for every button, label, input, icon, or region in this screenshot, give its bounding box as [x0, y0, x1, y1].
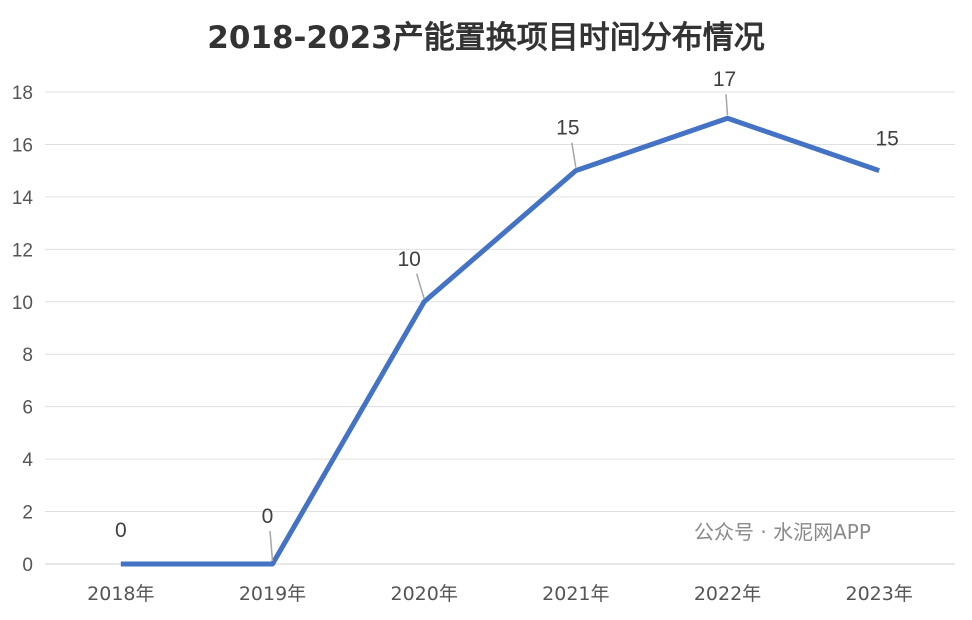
- watermark: 公众号 · 水泥网APP: [690, 520, 875, 544]
- x-tick-label: 2021年: [542, 583, 609, 605]
- y-tick-label: 14: [12, 188, 34, 209]
- leader-line: [415, 273, 425, 299]
- leader-line: [725, 94, 729, 116]
- data-label: 0: [262, 505, 274, 528]
- x-tick-label: 2023年: [845, 583, 912, 605]
- leader-line: [269, 530, 274, 562]
- x-tick-label: 2022年: [694, 583, 761, 605]
- data-label: 15: [875, 128, 898, 151]
- y-tick-label: 10: [12, 293, 33, 314]
- leader-line: [571, 142, 577, 168]
- data-label: 10: [397, 248, 420, 271]
- y-tick-label: 2: [22, 503, 33, 524]
- y-tick-label: 18: [12, 83, 33, 104]
- x-tick-label: 2018年: [87, 583, 154, 605]
- series-line: [120, 115, 880, 567]
- y-tick-label: 6: [22, 398, 33, 419]
- chart-title: 2018-2023产能置换项目时间分布情况: [207, 20, 765, 56]
- y-tick-label: 8: [22, 345, 33, 366]
- y-tick-label: 0: [22, 555, 33, 576]
- data-label: 0: [115, 519, 127, 542]
- y-tick-label: 16: [12, 135, 33, 156]
- x-tick-label: 2020年: [390, 583, 457, 605]
- y-tick-label: 4: [22, 450, 33, 471]
- y-tick-label: 12: [12, 240, 33, 261]
- data-label: 17: [713, 68, 736, 91]
- x-tick-label: 2019年: [239, 583, 306, 605]
- data-label: 15: [556, 117, 579, 140]
